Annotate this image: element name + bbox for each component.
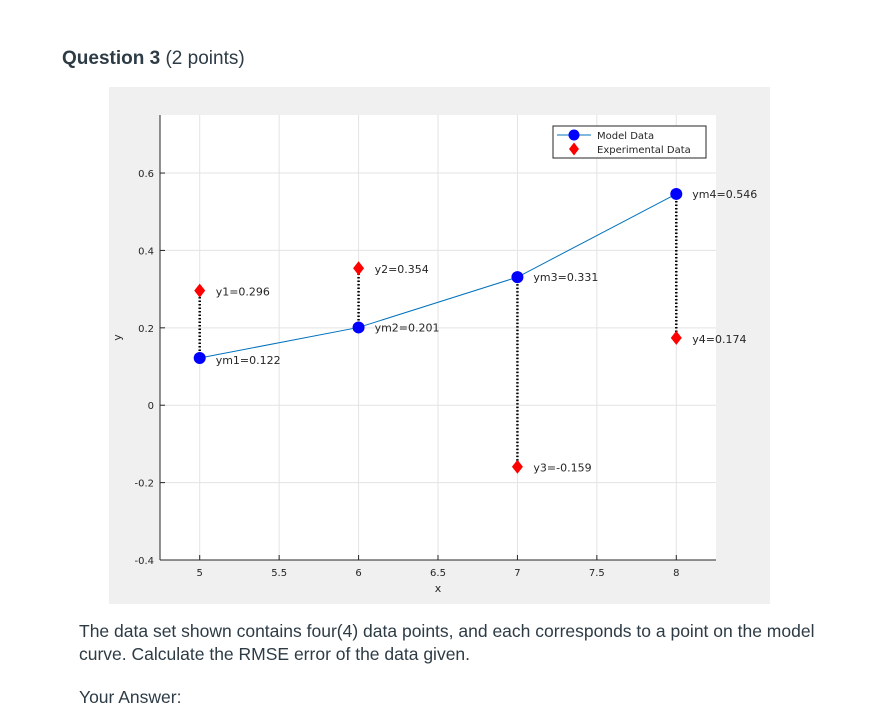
y-axis-label: y — [111, 334, 124, 341]
chart-marks: ym1=0.122 ym2=0.201 ym3=0.331 ym4=0.546 y1=0… — [193, 187, 757, 475]
model-data-point — [352, 321, 365, 334]
question-number: Question 3 — [62, 48, 161, 69]
experimental-data-label: y2=0.354 — [375, 263, 429, 276]
experimental-data-point — [511, 459, 523, 474]
experimental-data-point — [194, 283, 206, 298]
experimental-data-point — [353, 261, 365, 276]
model-data-label: ym3=0.331 — [533, 271, 598, 284]
model-data-label: ym1=0.122 — [216, 354, 281, 367]
model-data-point — [670, 187, 683, 200]
x-tick-label: 7 — [514, 568, 520, 579]
y-tick-label: 0.6 — [138, 169, 154, 180]
chart-svg: 5 5.5 6 6.5 7 7.5 8 -0.4 -0.2 0 0.2 0.4 0.6 x y ym1=0.… — [111, 115, 757, 595]
experimental-data-point — [670, 330, 682, 345]
question-title: Question 3 (2 points) — [62, 48, 245, 70]
model-data-label: ym2=0.201 — [375, 321, 440, 334]
y-tick-label: 0.2 — [138, 324, 154, 335]
legend-experimental-marker — [569, 142, 579, 156]
question-points: (2 points) — [165, 48, 245, 69]
y-tick-label: 0.4 — [138, 246, 154, 257]
legend: Model Data Experimental Data — [552, 125, 707, 159]
x-tick-label: 5.5 — [271, 568, 287, 579]
x-tick-label: 5 — [197, 568, 203, 579]
model-data-point — [193, 352, 206, 365]
chart-figure: 5 5.5 6 6.5 7 7.5 8 -0.4 -0.2 0 0.2 0.4 0.6 x y ym1=0.… — [109, 87, 770, 604]
x-tick-label: 6.5 — [430, 568, 446, 579]
legend-experimental-label: Experimental Data — [597, 145, 691, 156]
x-tick-label: 8 — [673, 568, 679, 579]
experimental-data-label: y3=-0.159 — [533, 462, 591, 475]
x-tick-label: 6 — [355, 568, 361, 579]
axes: 5 5.5 6 6.5 7 7.5 8 -0.4 -0.2 0 0.2 0.4 0.6 x y — [111, 115, 716, 595]
experimental-data-label: y1=0.296 — [216, 286, 270, 299]
question-prompt: The data set shown contains four(4) data… — [79, 621, 815, 664]
model-data-point — [511, 271, 524, 284]
model-data-label: ym4=0.546 — [692, 188, 757, 201]
answer-label: Your Answer: — [79, 687, 182, 707]
legend-model-label: Model Data — [597, 131, 654, 142]
legend-box — [552, 125, 707, 159]
x-axis-label: x — [435, 582, 442, 595]
y-tick-label: -0.2 — [134, 479, 154, 490]
x-tick-label: 7.5 — [589, 568, 605, 579]
y-tick-label: -0.4 — [134, 556, 154, 567]
experimental-data-label: y4=0.174 — [692, 333, 746, 346]
model-data-line — [199, 193, 677, 359]
y-tick-label: 0 — [148, 401, 154, 412]
legend-model-marker — [568, 129, 580, 141]
